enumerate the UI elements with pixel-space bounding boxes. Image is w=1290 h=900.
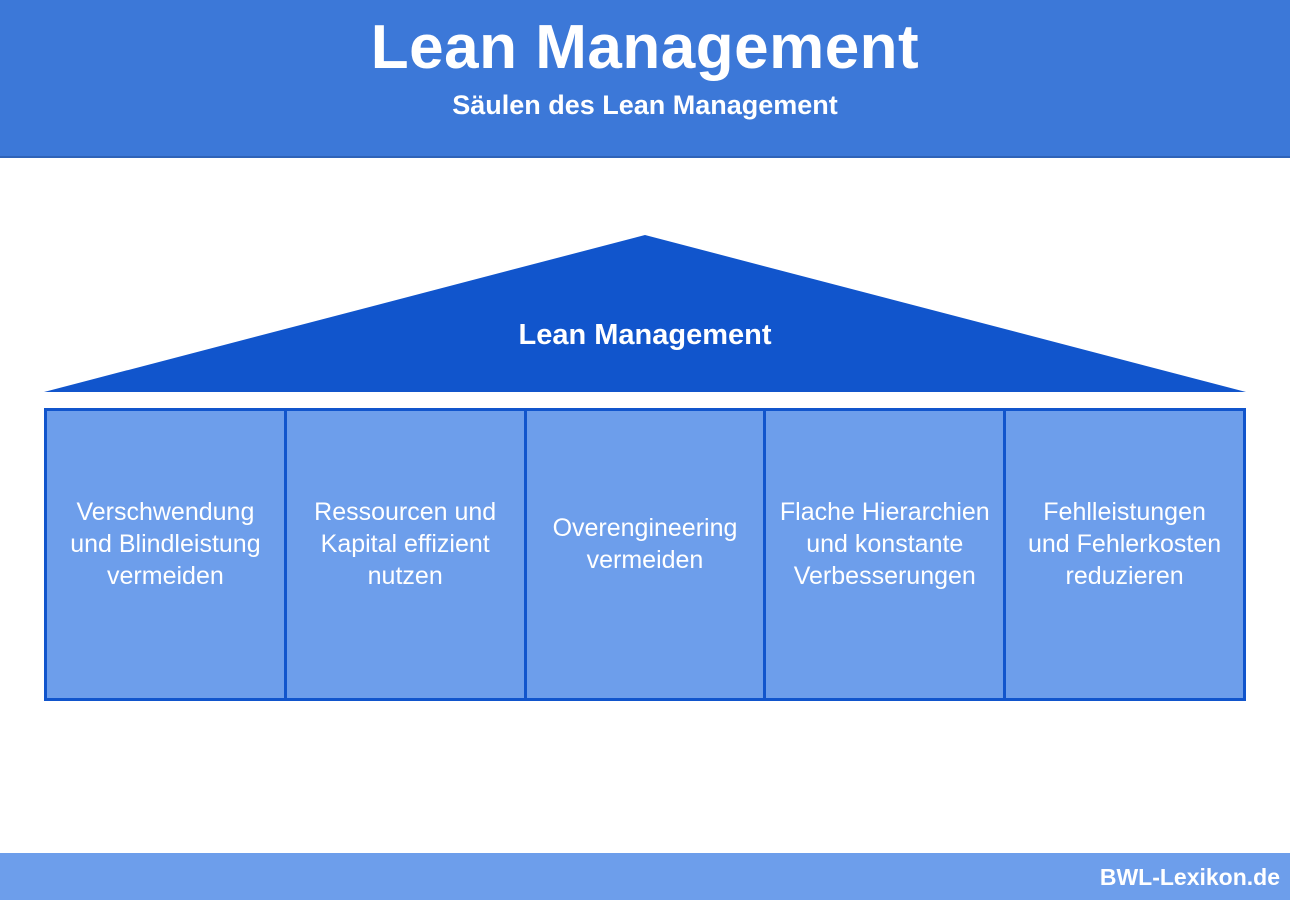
pillar-resources: Ressourcen und Kapital effizient nutzen <box>283 408 527 701</box>
pillar-hierarchies: Flache Hierarchien und konstante Verbess… <box>763 408 1007 701</box>
footer-bar: BWL-Lexikon.de <box>0 853 1290 900</box>
roof-label: Lean Management <box>518 319 772 351</box>
pillar-overengineering: Overengineering vermeiden <box>523 408 767 701</box>
header-banner: Lean Management Säulen des Lean Manageme… <box>0 0 1290 158</box>
page-title: Lean Management <box>370 13 920 82</box>
house-roof <box>44 235 1246 392</box>
pillar-label: Flache Hierarchien und konstante Verbess… <box>779 497 990 590</box>
page-subtitle: Säulen des Lean Management <box>452 90 838 120</box>
pillar-waste: Verschwendung und Blindleistung vermeide… <box>44 408 287 701</box>
pillar-label: Verschwendung und Blindleistung vermeide… <box>70 497 261 590</box>
pillar-errors: Fehlleistungen und Fehlerkosten reduzier… <box>1003 408 1246 701</box>
roof-triangle <box>44 235 1246 392</box>
footer-brand: BWL-Lexikon.de <box>1099 864 1280 890</box>
pillar-label: Fehlleistungen und Fehlerkosten reduzier… <box>1027 497 1222 590</box>
pillar-label: Overengineering vermeiden <box>552 513 738 574</box>
pillar-label: Ressourcen und Kapital effizient nutzen <box>314 497 497 590</box>
pillars-row: Verschwendung und Blindleistung vermeide… <box>44 408 1246 701</box>
